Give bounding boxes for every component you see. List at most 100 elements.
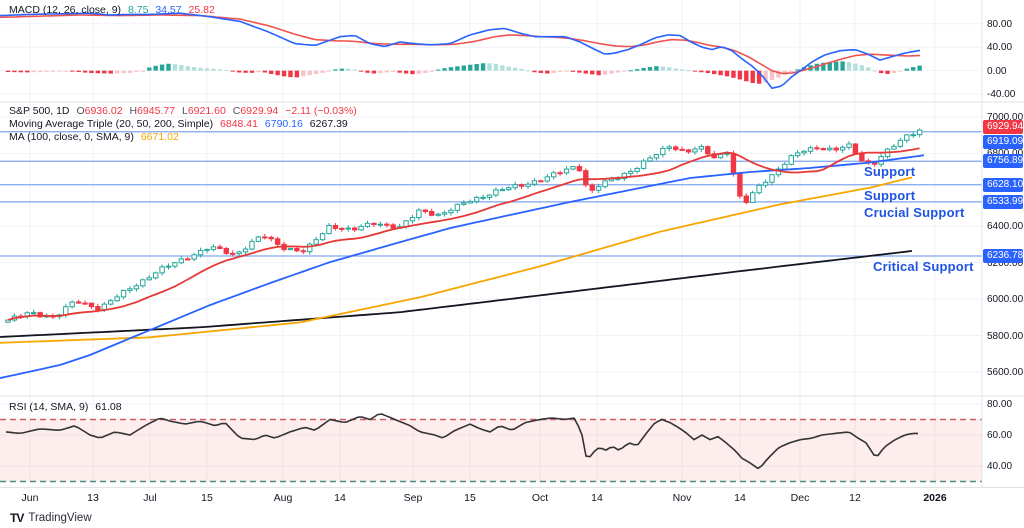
candlestick — [140, 279, 146, 287]
candlestick — [685, 149, 692, 153]
macd-histogram-bar — [352, 69, 357, 71]
macd-histogram-bar — [102, 70, 107, 74]
candlestick — [904, 134, 910, 141]
macd-histogram-bar — [750, 70, 755, 84]
candlestick — [332, 225, 339, 229]
symbol-legend[interactable]: S&P 500, 1D O6936.02 H6945.77 L6921.60 C… — [9, 105, 357, 117]
macd-histogram-bar — [911, 67, 916, 71]
candlestick — [538, 180, 544, 183]
candlestick — [364, 222, 371, 227]
macd-histogram-bar — [108, 70, 113, 74]
macd-histogram-bar — [596, 70, 601, 76]
rsi-legend[interactable]: RSI (14, SMA, 9) 61.08 — [9, 401, 122, 413]
support-price-badge[interactable]: 6628.10 — [983, 177, 1023, 192]
ma-triple-legend[interactable]: Moving Average Triple (20, 50, 200, Simp… — [9, 118, 348, 130]
macd-histogram-bar — [731, 70, 736, 78]
candlestick — [672, 146, 679, 150]
support-price-badge[interactable]: 6756.89 — [983, 154, 1023, 169]
macd-histogram-bar — [622, 70, 627, 72]
macd-histogram-bar — [660, 66, 666, 71]
candlestick — [287, 247, 294, 251]
ma100-legend[interactable]: MA (100, close, 0, SMA, 9) 6671.02 — [9, 131, 179, 143]
rsi-value: 61.08 — [95, 401, 122, 413]
macd-histogram-bar — [256, 70, 261, 73]
macd-line-value: 34.57 — [155, 4, 182, 16]
macd-histogram-bar — [545, 70, 550, 74]
support-price-badge[interactable]: 6919.09 — [983, 135, 1023, 149]
macd-histogram-bar — [577, 70, 582, 73]
macd-histogram-bar — [737, 70, 743, 80]
candlestick — [518, 184, 525, 187]
macd-histogram-bar — [898, 70, 903, 72]
time-tick-Jun: Jun — [21, 492, 39, 504]
macd-histogram-bar — [654, 66, 659, 71]
time-tick-Dec: Dec — [790, 492, 810, 504]
price-axis[interactable]: 80.00 40.00 0.00 -40.00 7000.00 6800.00 6400.0… — [983, 0, 1024, 487]
last-price-badge[interactable]: 6929.94 — [983, 120, 1023, 134]
macd-histogram-bar — [185, 66, 190, 71]
macd-histogram-bar — [397, 70, 402, 73]
macd-signal-value: 25.82 — [188, 4, 215, 16]
macd-histogram-bar — [590, 70, 595, 75]
macd-histogram-bar — [763, 70, 768, 83]
time-tick-2026: 2026 — [923, 492, 947, 504]
candlestick — [499, 189, 506, 192]
macd-histogram-bar — [866, 67, 871, 71]
macd-histogram-bar — [378, 70, 383, 74]
symbol-title: S&P 500, 1D — [9, 105, 70, 117]
candlestick — [223, 247, 229, 254]
macd-histogram-bar — [872, 70, 877, 72]
macd-histogram-bar — [127, 70, 133, 73]
candlestick — [82, 302, 88, 305]
macd-histogram-bar — [37, 70, 43, 73]
macd-axis-tick: 40.00 — [987, 42, 1013, 54]
candlestick — [191, 254, 197, 260]
candlestick — [429, 210, 435, 216]
candlestick — [454, 203, 461, 211]
time-tick-Sep: Sep — [403, 492, 423, 504]
candlestick — [294, 247, 300, 252]
macd-line — [0, 12, 921, 90]
candlestick — [743, 195, 749, 203]
candlestick — [666, 146, 672, 149]
support-price-badge[interactable]: 6533.99 — [983, 194, 1023, 209]
candlestick — [377, 223, 384, 226]
candlestick — [852, 143, 859, 154]
macd-histogram-bar — [217, 69, 223, 71]
macd-histogram-bar — [641, 67, 646, 71]
macd-histogram-bar — [891, 70, 897, 73]
rsi-line — [5, 413, 918, 470]
support-label: Support — [864, 164, 916, 180]
close-value: 6929.94 — [240, 105, 279, 117]
macd-histogram-bar — [615, 70, 621, 73]
macd-histogram-bar — [474, 64, 479, 71]
candlestick — [794, 152, 801, 157]
candlestick — [608, 178, 615, 182]
macd-histogram-bar — [288, 70, 293, 78]
time-tick-Jul: Jul — [143, 492, 157, 504]
candlestick — [506, 187, 512, 191]
candlestick — [640, 160, 647, 169]
macd-histogram-bar — [500, 65, 505, 71]
macd-histogram-bar — [114, 70, 120, 74]
macd-histogram-bar — [275, 70, 280, 76]
time-axis[interactable]: Jun 13 Jul 15 Aug 14 Sep 15 Oct 14 Nov 14 Dec 12 2026 — [0, 487, 1024, 509]
macd-histogram-bar — [519, 68, 524, 71]
candlestick — [814, 147, 820, 150]
macd-histogram-bar — [878, 70, 884, 74]
candlestick — [249, 240, 255, 250]
tradingview-attribution[interactable]: TV TradingView — [10, 511, 92, 525]
macd-histogram-bar — [506, 66, 511, 71]
macd-legend[interactable]: MACD (12, 26, close, 9) 8.75 34.57 25.82 — [9, 4, 215, 16]
ma50-value: 6790.16 — [264, 118, 303, 130]
rsi-axis-tick: 80.00 — [987, 399, 1013, 410]
support-price-badge[interactable]: 6236.78 — [983, 248, 1023, 263]
change-value: −2.11 (−0.03%) — [285, 105, 357, 117]
candlestick — [717, 153, 724, 159]
macd-histogram-bar — [50, 70, 56, 72]
candlestick — [859, 152, 865, 162]
candlestick — [692, 148, 698, 153]
support-label: Support — [864, 187, 916, 203]
macd-histogram-bar — [705, 70, 710, 73]
